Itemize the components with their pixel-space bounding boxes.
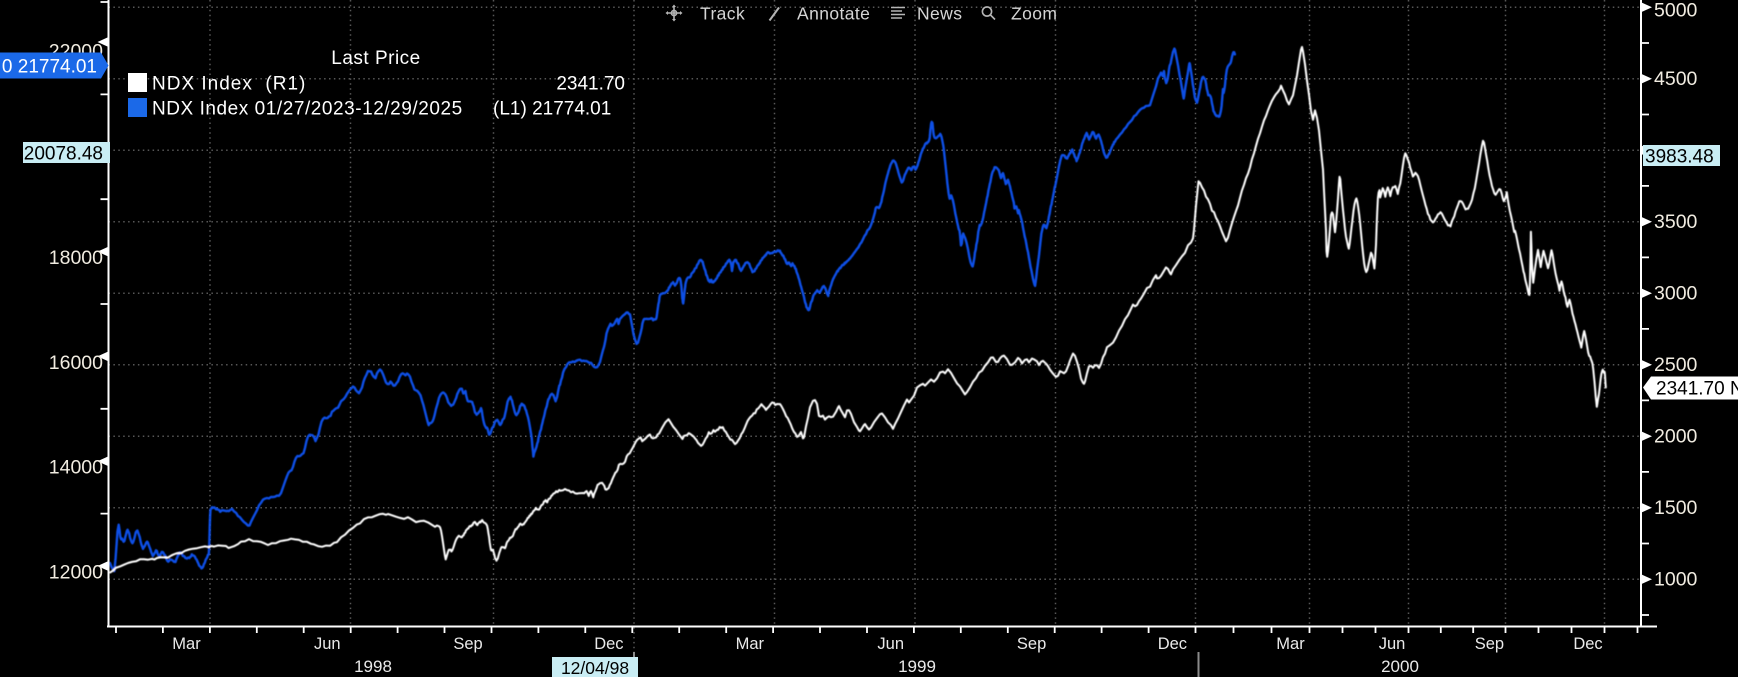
- svg-text:3500: 3500: [1654, 211, 1698, 233]
- svg-text:Jun: Jun: [1379, 635, 1406, 653]
- svg-text:Last Price: Last Price: [331, 48, 420, 69]
- svg-text:1000: 1000: [1654, 569, 1698, 591]
- svg-text:Dec: Dec: [1158, 635, 1187, 653]
- svg-text:5000: 5000: [1654, 0, 1698, 22]
- svg-text:Mar: Mar: [736, 635, 765, 653]
- svg-text:(L1) 21774.01: (L1) 21774.01: [493, 99, 611, 120]
- svg-text:News: News: [917, 4, 962, 24]
- svg-text:Jun: Jun: [877, 635, 904, 653]
- svg-text:Mar: Mar: [172, 635, 201, 653]
- svg-text:Dec: Dec: [1573, 635, 1602, 653]
- svg-text:14000: 14000: [49, 457, 103, 479]
- svg-text:Track: Track: [700, 4, 745, 24]
- svg-text:2000: 2000: [1381, 657, 1419, 676]
- svg-text:1500: 1500: [1654, 497, 1698, 519]
- svg-text:Annotate: Annotate: [797, 4, 870, 24]
- svg-text:Sep: Sep: [1017, 635, 1046, 653]
- svg-text:0 21774.01: 0 21774.01: [2, 57, 97, 78]
- svg-text:Dec: Dec: [594, 635, 623, 653]
- svg-text:Zoom: Zoom: [1011, 4, 1057, 24]
- svg-text:12/04/98: 12/04/98: [561, 658, 629, 677]
- svg-text:18000: 18000: [49, 247, 103, 269]
- svg-text:3000: 3000: [1654, 283, 1698, 305]
- svg-text:Sep: Sep: [453, 635, 482, 653]
- svg-text:Jun: Jun: [314, 635, 341, 653]
- svg-text:20078.48: 20078.48: [24, 144, 103, 165]
- svg-text:NDX Index (R1): NDX Index (R1): [152, 74, 306, 95]
- svg-text:12000: 12000: [49, 562, 103, 584]
- svg-text:16000: 16000: [49, 352, 103, 374]
- svg-text:1998: 1998: [354, 657, 392, 676]
- svg-text:2341.70: 2341.70: [556, 74, 625, 95]
- svg-text:Mar: Mar: [1276, 635, 1305, 653]
- svg-text:1999: 1999: [898, 657, 936, 676]
- svg-text:NDX Index 01/27/2023-12/29/202: NDX Index 01/27/2023-12/29/2025: [152, 99, 463, 120]
- svg-text:3983.48: 3983.48: [1645, 147, 1714, 168]
- svg-text:2500: 2500: [1654, 354, 1698, 376]
- svg-text:Sep: Sep: [1475, 635, 1504, 653]
- svg-text:4500: 4500: [1654, 68, 1698, 90]
- svg-text:2000: 2000: [1654, 426, 1698, 448]
- svg-text:2341.70 N: 2341.70 N: [1656, 379, 1738, 400]
